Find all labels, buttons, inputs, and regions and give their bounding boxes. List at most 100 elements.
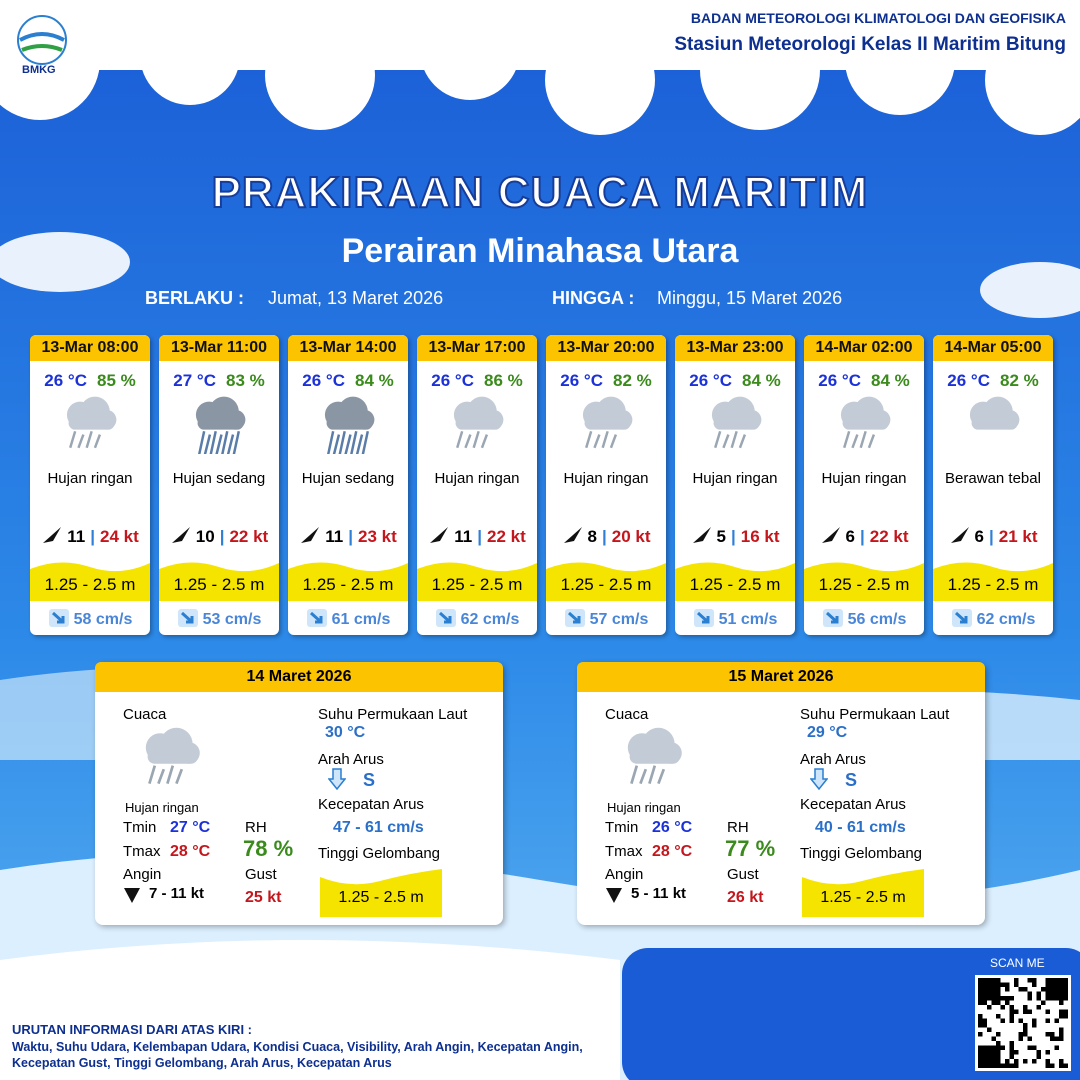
wave-shape	[288, 562, 408, 601]
current-dir: S	[845, 770, 858, 790]
forecast-card: 13-Mar 14:00 26 °C 84 % Hujan sedang 11 | 23 k…	[288, 335, 408, 635]
tmin-label: Tmin	[605, 819, 639, 836]
gust-label: Gust	[727, 866, 759, 883]
qr-module	[1054, 996, 1059, 1001]
current-dir-label: Arah Arus	[318, 751, 384, 768]
qr-module	[1059, 1032, 1064, 1037]
from-date: Jumat, 13 Maret 2026	[268, 288, 444, 308]
weather: Hujan ringan	[47, 470, 133, 487]
qr-module	[1063, 1009, 1068, 1014]
gust: 20 kt	[611, 527, 651, 546]
qr-module	[982, 996, 987, 1001]
qr-module	[978, 1054, 983, 1059]
wind-row: 10 | 22 kt	[159, 525, 279, 547]
qr-module	[982, 982, 987, 987]
qr-module	[987, 1059, 992, 1064]
sst-label: Suhu Permukaan Laut	[800, 706, 950, 723]
icon-box	[30, 395, 150, 459]
qr-module	[1050, 978, 1055, 983]
wind-speed: 11	[454, 527, 473, 546]
current-speed: 53 cm/s	[202, 611, 262, 628]
logo-text: BMKG	[22, 64, 56, 76]
current-speed-label: Kecepatan Arus	[800, 796, 906, 813]
wind-speed: 8	[587, 527, 597, 546]
current-arrow	[306, 609, 327, 627]
wave-box: 1.25 - 2.5 m	[159, 555, 279, 601]
humidity: 86 %	[483, 371, 523, 390]
tmax: 28 °C	[170, 843, 211, 860]
current-arrow	[693, 609, 714, 627]
qr-module	[987, 996, 992, 1001]
qr-module	[1045, 1050, 1050, 1055]
gust: 24 kt	[100, 527, 139, 546]
qr-module	[1054, 1018, 1059, 1023]
qr-module	[1000, 1005, 1005, 1010]
weather-icon	[969, 396, 1020, 430]
wave-height: 1.25 - 2.5 m	[44, 575, 136, 594]
qr-module	[1045, 991, 1050, 996]
qr-module	[978, 1032, 983, 1037]
temperature: 26 °C	[689, 371, 732, 390]
temperature: 26 °C	[431, 371, 474, 390]
icon-box	[933, 395, 1053, 459]
qr-module	[1009, 1014, 1014, 1019]
qr-module	[1023, 1005, 1028, 1010]
forecast-card: 13-Mar 17:00 26 °C 86 % Hujan ringan 11 | 22 k…	[417, 335, 537, 635]
gust: 22 kt	[229, 527, 269, 546]
wind-arrow-icon	[606, 888, 622, 903]
qr-module	[1050, 1032, 1055, 1037]
wave-shape	[320, 869, 442, 917]
weather-icon	[324, 396, 375, 455]
qr-module	[1018, 1036, 1023, 1041]
qr-module	[978, 1014, 983, 1019]
qr-module	[1023, 1032, 1028, 1037]
current-row: 58 cm/s	[30, 608, 150, 629]
wind-row: 6 | 22 kt	[804, 525, 924, 547]
rh-label: RH	[727, 819, 749, 836]
current-row: 61 cm/s	[288, 608, 408, 629]
qr-module	[1032, 1023, 1037, 1028]
cloud	[711, 396, 762, 430]
logo	[17, 15, 67, 65]
cloud	[324, 396, 375, 430]
qr-module	[1027, 991, 1032, 996]
qr-module	[978, 1059, 983, 1064]
wind-arrow	[171, 527, 190, 543]
qr-module	[1054, 982, 1059, 987]
gust: 22 kt	[487, 527, 526, 546]
icon-box	[804, 395, 924, 459]
wind: 5 - 11 kt	[631, 885, 687, 902]
qr-module	[991, 1050, 996, 1055]
wind-arrow	[950, 527, 969, 543]
humidity: 85 %	[96, 371, 136, 390]
qr-module	[996, 1041, 1001, 1046]
weather: Hujan ringan	[692, 470, 778, 487]
qr-module	[1036, 1005, 1041, 1010]
qr-module	[1005, 982, 1010, 987]
qr-module	[1014, 1009, 1019, 1014]
qr-module	[1059, 987, 1064, 992]
weather: Hujan ringan	[607, 800, 681, 815]
wave-height: 1.25 - 2.5 m	[338, 889, 424, 906]
qr-module	[1050, 991, 1055, 996]
qr-module	[1059, 1009, 1064, 1014]
rain	[630, 765, 666, 785]
qr-module	[982, 991, 987, 996]
tmax-label: Tmax	[123, 843, 161, 860]
separator: |	[988, 527, 994, 546]
current-speed: 61 cm/s	[331, 611, 391, 628]
qr-module	[978, 1023, 983, 1028]
wind-speed: 10	[195, 527, 215, 546]
wave-height: 1.25 - 2.5 m	[820, 889, 906, 906]
wave-height: 1.25 - 2.5 m	[431, 575, 523, 594]
qr-module	[996, 991, 1001, 996]
qr-module	[982, 1018, 987, 1023]
current-arrow	[48, 609, 69, 627]
current-speed: 56 cm/s	[847, 611, 907, 628]
daily-panel: 14 Maret 2026 Cuaca Hujan ringan Tmin 27 °C T…	[95, 662, 503, 925]
wind-row: 11 | 24 kt	[30, 525, 150, 547]
qr-module	[1005, 1000, 1010, 1005]
weather: Berawan tebal	[945, 470, 1041, 487]
qr-pattern	[978, 978, 1068, 1068]
wave-shape	[933, 562, 1053, 601]
